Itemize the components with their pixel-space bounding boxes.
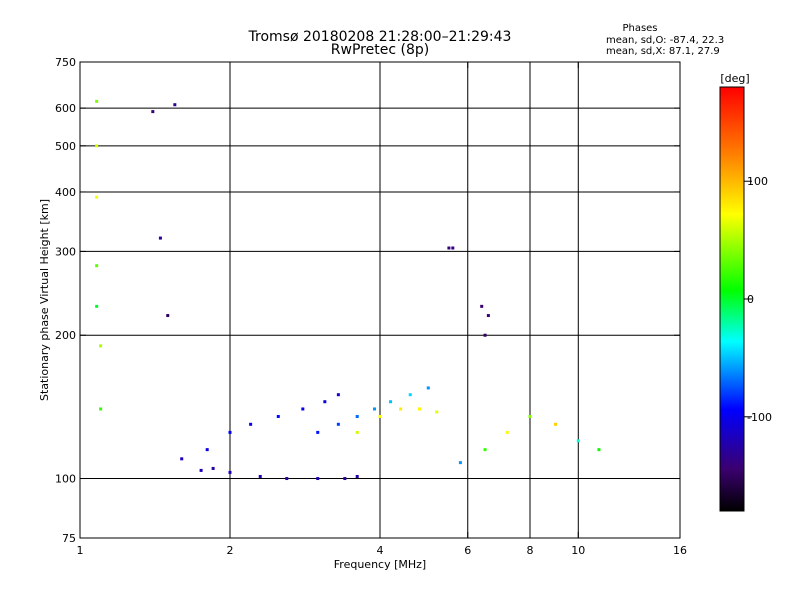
data-point xyxy=(228,470,232,474)
data-point xyxy=(435,410,439,414)
y-axis-label: Stationary phase Virtual Height [km] xyxy=(38,199,51,401)
data-point xyxy=(426,386,430,390)
trace-spurious-mid xyxy=(151,103,490,337)
grid-lines xyxy=(80,62,680,538)
data-point xyxy=(528,414,532,418)
colorbar xyxy=(719,86,745,512)
x-tick-label: 8 xyxy=(527,544,534,557)
data-point xyxy=(576,439,580,443)
chart-subtitle: RwPretec (8p) xyxy=(331,42,429,58)
y-tick-label: 300 xyxy=(55,245,76,258)
data-point xyxy=(336,393,340,397)
trace-f-spread xyxy=(458,414,601,465)
colorbar-tick-label: -100 xyxy=(747,411,772,424)
data-point xyxy=(355,474,359,478)
data-point xyxy=(447,246,451,250)
y-tick-label: 500 xyxy=(55,140,76,153)
data-point xyxy=(151,110,155,114)
x-tick-label: 2 xyxy=(227,544,234,557)
data-point xyxy=(95,304,99,308)
data-point xyxy=(373,407,377,411)
data-point xyxy=(249,422,253,426)
trace-o-lower xyxy=(199,466,359,481)
colorbar-tick-label: 100 xyxy=(747,175,768,188)
chart-title: Tromsø 20180208 21:28:00–21:29:43 xyxy=(248,29,512,45)
data-point xyxy=(483,448,487,452)
data-point xyxy=(95,195,99,199)
data-point xyxy=(336,422,340,426)
x-tick-label: 4 xyxy=(377,544,384,557)
trace-x-layer xyxy=(355,407,439,434)
data-point xyxy=(95,264,99,268)
data-point xyxy=(408,393,412,397)
data-point xyxy=(458,461,462,465)
data-point xyxy=(158,236,162,240)
y-tick-label: 400 xyxy=(55,186,76,199)
trace-o-main xyxy=(180,393,340,461)
data-point xyxy=(99,407,103,411)
data-point xyxy=(399,407,403,411)
y-tick-label: 750 xyxy=(55,56,76,69)
data-points xyxy=(95,99,601,481)
x-tick-label: 10 xyxy=(571,544,585,557)
data-point xyxy=(301,407,305,411)
data-point xyxy=(483,333,487,337)
data-point xyxy=(95,144,99,148)
colorbar-ticks: 100 0 -100 xyxy=(744,175,772,424)
y-tick-label: 100 xyxy=(55,473,76,486)
data-point xyxy=(323,400,327,404)
data-point xyxy=(480,304,484,308)
stats-x: mean, sd,X: 87.1, 27.9 xyxy=(606,46,720,57)
data-point xyxy=(597,448,601,452)
y-tick-label: 75 xyxy=(62,532,76,545)
trace-spurious-low-freq xyxy=(95,99,103,411)
data-point xyxy=(285,477,289,481)
data-point xyxy=(258,474,262,478)
y-tick-label: 200 xyxy=(55,329,76,342)
data-point xyxy=(316,430,320,434)
x-tick-label: 1 xyxy=(77,544,84,557)
data-point xyxy=(486,314,490,318)
data-point xyxy=(417,407,421,411)
data-point xyxy=(505,430,509,434)
colorbar-label: [deg] xyxy=(720,72,749,85)
data-point xyxy=(99,344,103,348)
stats-heading: Phases xyxy=(622,23,657,34)
axes: 1 2 4 6 8 10 16 75 100 200 300 400 500 600 750 xyxy=(55,56,687,557)
colorbar-tick-label: 0 xyxy=(747,293,754,306)
data-point xyxy=(228,430,232,434)
data-point xyxy=(205,448,209,452)
x-tick-label: 6 xyxy=(464,544,471,557)
data-point xyxy=(211,466,215,470)
data-point xyxy=(173,103,177,107)
data-point xyxy=(316,477,320,481)
data-point xyxy=(389,400,393,404)
data-point xyxy=(95,99,99,103)
data-point xyxy=(180,457,184,461)
data-point xyxy=(355,430,359,434)
data-point xyxy=(343,477,347,481)
x-tick-label: 16 xyxy=(673,544,687,557)
y-tick-label: 600 xyxy=(55,102,76,115)
data-point xyxy=(553,422,557,426)
data-point xyxy=(199,468,203,472)
stats-o: mean, sd,O: -87.4, 22.3 xyxy=(606,35,724,46)
x-axis-label: Frequency [MHz] xyxy=(334,558,426,571)
data-point xyxy=(355,414,359,418)
data-point xyxy=(276,414,280,418)
data-point xyxy=(378,414,382,418)
data-point xyxy=(166,314,170,318)
data-point xyxy=(451,246,455,250)
trace-o-upper xyxy=(316,386,430,434)
